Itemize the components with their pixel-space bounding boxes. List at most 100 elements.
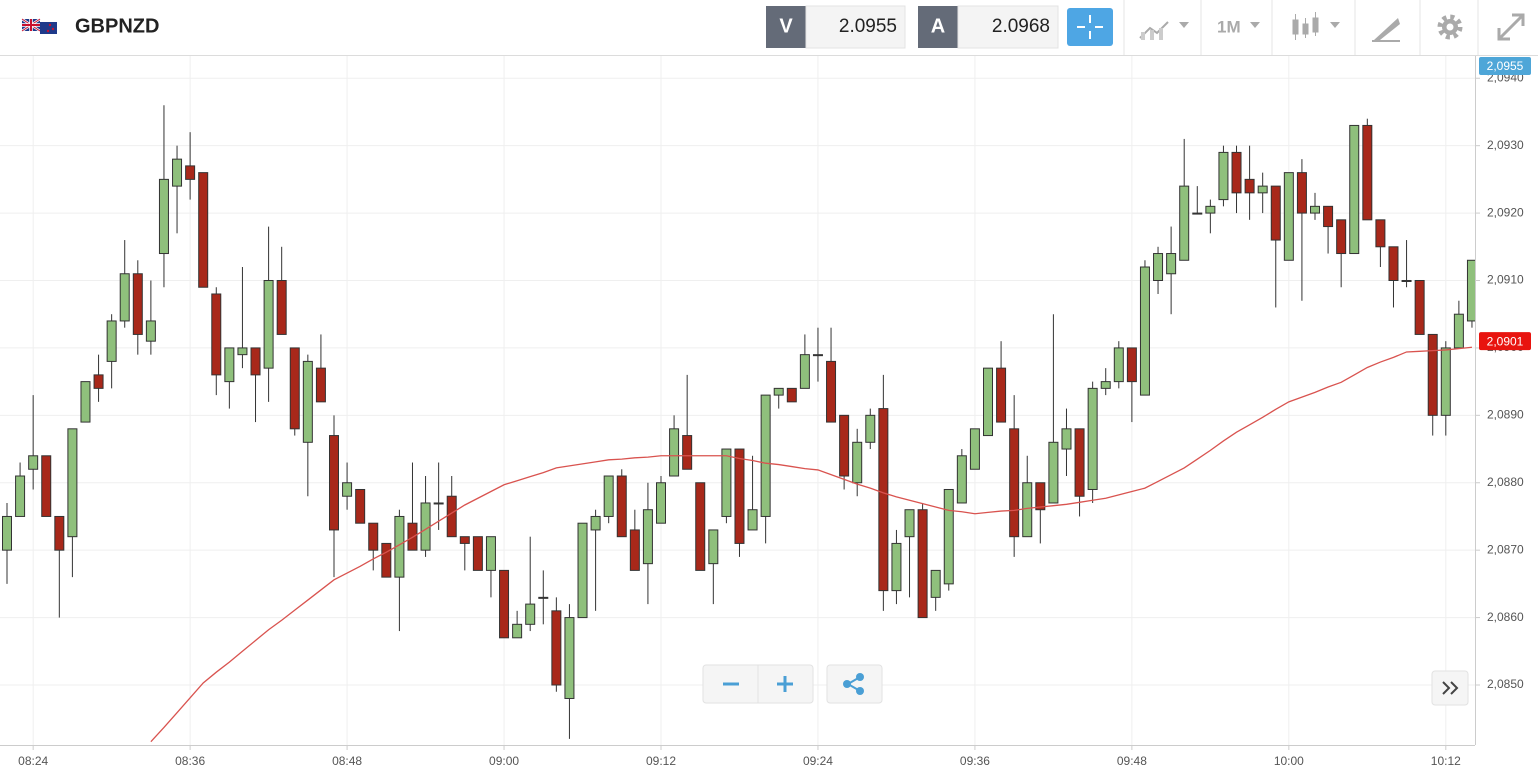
candle-body [943, 488, 954, 585]
candle-body [1113, 347, 1124, 383]
candle-body [263, 279, 274, 369]
candle-body [1126, 347, 1137, 383]
candle-body [734, 448, 745, 544]
candle-body [15, 475, 26, 517]
plot-area [2, 105, 1475, 743]
period[interactable]: 1M [1217, 17, 1241, 36]
candle-body [865, 414, 876, 443]
x-tick-label: 10:12 [1431, 754, 1461, 768]
chart-style-button[interactable] [1139, 21, 1189, 40]
bid-label-box [766, 6, 806, 48]
fullscreen-button[interactable] [1497, 13, 1525, 41]
candle-body [289, 347, 300, 430]
candle-body [1414, 279, 1425, 335]
crosshair-button[interactable] [1067, 8, 1113, 46]
header: GBPNZD V 2.0955 A 2.0968 1M [0, 0, 1538, 56]
zoom-controls [702, 664, 814, 704]
x-tick-label: 10:00 [1274, 754, 1304, 768]
candle-type-button[interactable] [1292, 12, 1340, 40]
candle-body [446, 495, 457, 538]
period-button[interactable]: 1M [1217, 17, 1260, 36]
candle-body [1349, 124, 1360, 255]
x-tick-label: 08:48 [332, 754, 362, 768]
candle-body [80, 381, 91, 423]
candle-body [551, 610, 562, 686]
candle-body [499, 569, 510, 639]
candle-body [1401, 279, 1412, 282]
candle-body [472, 536, 483, 571]
candle-body [904, 509, 915, 538]
candle-body [930, 569, 941, 598]
candle-body [54, 515, 65, 551]
candle-body [1388, 246, 1399, 281]
candle-body [839, 414, 850, 477]
drawing-button[interactable] [1372, 18, 1400, 42]
candle-body [826, 360, 837, 423]
candle-body [1009, 428, 1020, 538]
candle-body [786, 387, 797, 403]
candle-body [368, 522, 379, 551]
candle-body [564, 617, 575, 699]
candle-body [1153, 253, 1164, 281]
candle-body [603, 475, 614, 517]
candle-body [381, 542, 392, 578]
price-tag [1479, 57, 1531, 75]
x-tick-label: 08:24 [18, 754, 48, 768]
bid-label: V [779, 15, 793, 37]
candle-body [250, 347, 261, 376]
ask-price: 2.0968 [992, 16, 1050, 37]
candle-body [67, 428, 78, 538]
candle-body [1244, 178, 1255, 194]
y-tick-label: 2,0880 [1487, 475, 1524, 489]
candle-body [211, 293, 222, 376]
candle-body [1205, 205, 1216, 214]
x-tick-label: 09:24 [803, 754, 833, 768]
ask-label: A [931, 15, 945, 37]
candle-body [158, 178, 169, 255]
candle-body [1035, 482, 1046, 511]
candle-body [616, 475, 627, 538]
candle-body [577, 522, 588, 619]
candle-body [342, 482, 353, 497]
candle-body [812, 354, 823, 357]
candle-body [106, 320, 117, 362]
zoom-in-button[interactable] [777, 676, 793, 692]
candle-body [852, 441, 863, 484]
y-tick-label: 2,0860 [1487, 610, 1524, 624]
candle-body [237, 347, 248, 356]
candle-body [185, 165, 196, 180]
candle-body [329, 435, 339, 531]
y-tick-label: 2,0870 [1487, 542, 1524, 556]
axes: 2,08502,08602,08702,08802,08902,09002,09… [18, 57, 1531, 768]
candle-body [1061, 428, 1072, 450]
candle-body [1257, 185, 1268, 194]
candle-body [1179, 185, 1190, 261]
candle-body [276, 279, 287, 335]
candle-body [1375, 219, 1386, 248]
candle-body [773, 387, 784, 396]
candle-body [590, 515, 601, 531]
candle-body [1296, 172, 1307, 214]
candle-body [1453, 313, 1464, 349]
settings-button[interactable] [1437, 14, 1463, 40]
candle-body [917, 509, 928, 619]
candle-body [1218, 151, 1229, 201]
candle-body [695, 482, 706, 571]
candle-body [721, 448, 732, 517]
candle-body [315, 367, 326, 403]
x-tick-label: 09:36 [960, 754, 990, 768]
candle-body [459, 536, 470, 544]
ask-label-box [918, 6, 958, 48]
candle-body [629, 529, 640, 571]
y-tick-label: 2,0910 [1487, 273, 1524, 287]
ask-box [957, 5, 1059, 49]
y-tick-label: 2,0930 [1487, 138, 1524, 152]
share-button[interactable] [826, 664, 883, 704]
scroll-end-button[interactable] [1431, 670, 1469, 706]
candle-body [433, 502, 444, 505]
candle-body [93, 374, 104, 389]
bid-box [805, 5, 906, 49]
candle-body [538, 596, 549, 599]
candle-body [119, 273, 130, 322]
candle-body [1074, 428, 1085, 497]
